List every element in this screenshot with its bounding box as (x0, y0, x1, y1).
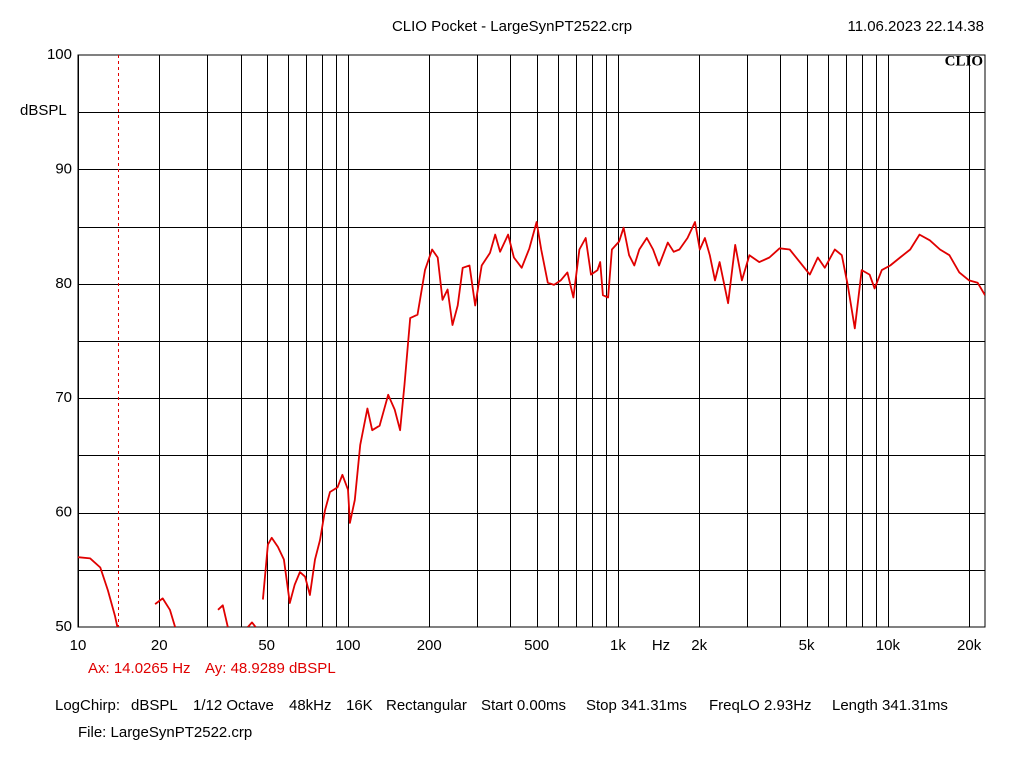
setting-label: Rectangular (386, 697, 467, 714)
y-tick-label: 100 (47, 46, 72, 63)
setting-label: 48kHz (289, 697, 332, 714)
x-tick-label: 200 (417, 637, 442, 654)
x-tick-label: 2k (691, 637, 707, 654)
chart-title: CLIO Pocket - LargeSynPT2522.crp (392, 18, 632, 35)
x-tick-label: 1k (610, 637, 626, 654)
y-tick-label: 60 (55, 504, 72, 521)
setting-label: FreqLO 2.93Hz (709, 697, 812, 714)
x-tick-label: 10k (876, 637, 901, 654)
y-axis-label: dBSPL (20, 102, 67, 119)
setting-label: 16K (346, 697, 373, 714)
logo: CLIO (945, 53, 983, 69)
x-tick-label: 10 (70, 637, 87, 654)
setting-label: dBSPL (131, 697, 178, 714)
response-curve (78, 221, 985, 627)
cursor-x-label: Ax: 14.0265 Hz (88, 660, 191, 677)
setting-label: 1/12 Octave (193, 697, 274, 714)
x-tick-label: 5k (799, 637, 815, 654)
file-label: File: LargeSynPT2522.crp (78, 724, 252, 741)
x-unit-label: Hz (652, 637, 670, 654)
setting-label: Start 0.00ms (481, 697, 566, 714)
y-tick-label: 80 (55, 275, 72, 292)
cursor-y-label: Ay: 48.9289 dBSPL (205, 660, 336, 677)
x-tick-label: 50 (258, 637, 275, 654)
x-tick-label: 100 (335, 637, 360, 654)
x-tick-label: 500 (524, 637, 549, 654)
y-tick-label: 90 (55, 160, 72, 177)
setting-label: Stop 341.31ms (586, 697, 687, 714)
setting-label: Length 341.31ms (832, 697, 948, 714)
y-tick-label: 70 (55, 389, 72, 406)
x-tick-label: 20k (957, 637, 982, 654)
y-tick-label: 50 (55, 618, 72, 635)
x-tick-label: 20 (151, 637, 168, 654)
timestamp: 11.06.2023 22.14.38 (847, 18, 984, 35)
setting-label: LogChirp: (55, 697, 120, 714)
